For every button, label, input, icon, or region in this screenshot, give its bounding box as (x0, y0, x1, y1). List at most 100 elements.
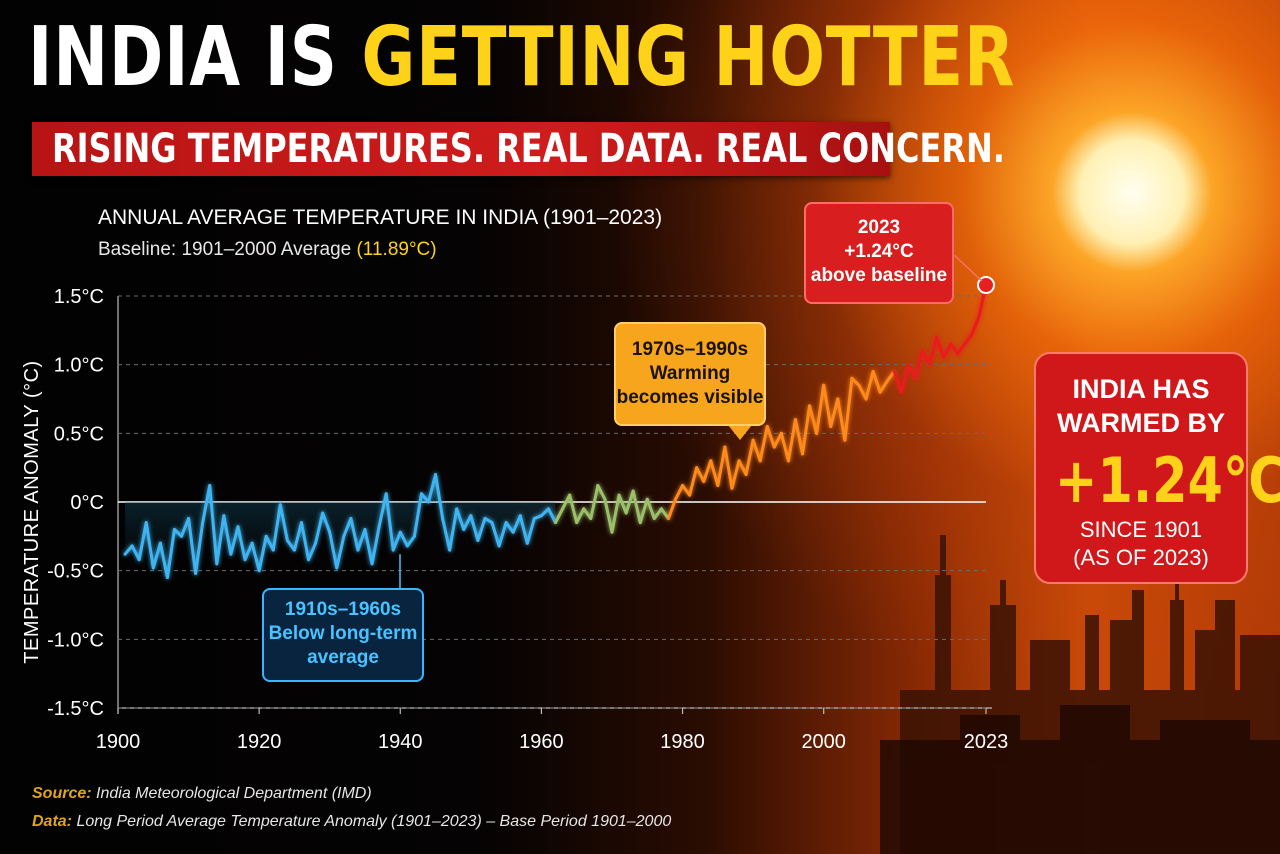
series-area-fill (125, 474, 556, 578)
series-segment (172, 527, 184, 538)
series-segment (427, 473, 438, 504)
series-segment (878, 379, 889, 394)
y-tick-label: -0.5°C (47, 561, 104, 583)
series-segment (906, 363, 917, 380)
series-segment (335, 534, 346, 570)
series-segment (843, 376, 854, 442)
series-segment (681, 484, 692, 497)
series-segment (815, 383, 826, 435)
series-segment (829, 397, 840, 428)
summary-value: +1.24°C (1054, 444, 1280, 517)
series-segment (744, 438, 755, 477)
series-segment (271, 503, 282, 552)
series-segment (455, 507, 466, 531)
series-segment (801, 404, 812, 456)
series-segment (292, 521, 303, 552)
series-segment (963, 332, 974, 346)
series-segment (229, 525, 240, 556)
y-tick-label: -1.5°C (47, 698, 104, 720)
series-segment (137, 521, 148, 562)
annotation-pointer-mid (728, 425, 752, 440)
series-segment (899, 363, 910, 394)
series-segment (264, 534, 275, 552)
series-segment (250, 541, 261, 573)
warming-summary-box: INDIA HAS WARMED BY +1.24°C SINCE 1901 (… (1034, 352, 1280, 584)
series-segment (377, 492, 388, 529)
series-segment (702, 459, 713, 483)
series-segment (779, 431, 790, 463)
series-segment (405, 534, 416, 548)
series-segment (363, 527, 374, 566)
series-segment (441, 516, 452, 552)
series-segment (850, 376, 861, 387)
series-segment (695, 466, 706, 483)
series-segment (511, 514, 522, 534)
series-segment (793, 418, 805, 456)
series-segment (391, 530, 402, 552)
y-tick-label: -1.0°C (47, 629, 104, 651)
series-segment (215, 514, 226, 566)
series-segment (222, 514, 233, 556)
series-segment (857, 383, 868, 401)
annotation-early-period: 1910s–1960s Below long-term average (262, 588, 424, 682)
series-segment (970, 315, 981, 336)
series-segment (617, 493, 628, 515)
series-segment (546, 507, 558, 525)
series-segment (384, 492, 395, 552)
y-tick-label: 0°C (70, 492, 104, 514)
series-segment (716, 445, 727, 488)
source-note: Source: India Meteorological Department … (32, 785, 372, 802)
series-segment (462, 514, 473, 531)
series-segment (236, 525, 247, 562)
series-segment (638, 497, 649, 525)
x-tick-label: 1960 (519, 731, 564, 753)
series-segment (165, 527, 176, 580)
series-segment (758, 424, 769, 463)
series-segment (765, 424, 776, 449)
series-segment (278, 503, 289, 542)
chart-title: ANNUAL AVERAGE TEMPERATURE IN INDIA (190… (98, 206, 663, 229)
series-segment (370, 525, 381, 566)
annotation-warming-period: 1970s–1990s Warming becomes visible (614, 322, 766, 426)
series-segment (201, 484, 212, 525)
x-tick-label: 2000 (801, 731, 846, 753)
series-segment (398, 530, 409, 548)
summary-since: SINCE 1901 (AS OF 2023) (1073, 517, 1209, 570)
series-segment (321, 511, 332, 534)
series-segment (194, 521, 205, 575)
series-segment (920, 349, 932, 367)
series-segment (151, 541, 162, 570)
series-segment (723, 445, 734, 490)
y-tick-label: 0.5°C (54, 423, 104, 445)
series-segment (709, 459, 720, 488)
series-segment (836, 397, 847, 442)
series-segment (504, 521, 515, 534)
series-segment (356, 527, 367, 552)
series-segment (688, 466, 699, 497)
series-segment (412, 492, 423, 538)
annotation-latest-year: 2023 +1.24°C above baseline (804, 202, 954, 304)
series-segment (469, 514, 480, 542)
series-segment (892, 370, 903, 394)
series-segment (144, 521, 155, 570)
series-segment (603, 497, 614, 534)
series-segment (130, 544, 141, 562)
y-tick-label: 1.5°C (54, 286, 104, 308)
series-segment (187, 516, 198, 575)
x-tick-label: 1900 (96, 731, 141, 753)
series-segment (928, 335, 939, 367)
series-segment (942, 342, 953, 360)
series-segment (610, 493, 621, 534)
series-segment (243, 541, 254, 562)
series-segment (490, 521, 501, 548)
series-segment (525, 516, 536, 545)
x-tick-label: 1940 (378, 731, 423, 753)
series-segment (434, 473, 445, 520)
series-segment (561, 493, 572, 511)
series-segment (652, 507, 663, 520)
series-segment (123, 544, 134, 556)
x-tick-label: 2023 (964, 731, 1009, 753)
series-segment (864, 370, 875, 401)
